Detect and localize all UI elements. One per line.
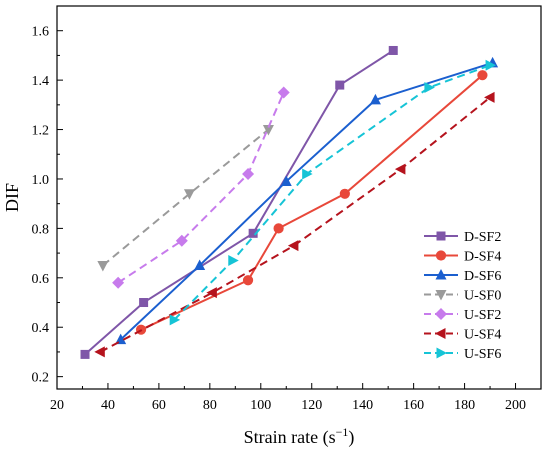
data-point-d-sf4	[339, 188, 350, 199]
data-point-d-sf2	[335, 80, 345, 90]
legend-item-d-sf2: D-SF2	[424, 230, 501, 245]
legend-item-u-sf6: U-SF6	[424, 347, 501, 362]
data-point-d-sf2	[139, 298, 149, 308]
series-line-d-sf2	[84, 49, 394, 356]
series-line-u-sf4	[99, 96, 491, 353]
x-axis-title-close: )	[348, 427, 354, 448]
x-tick-label: 60	[152, 398, 166, 413]
x-tick-label: 180	[454, 398, 475, 413]
data-point-d-sf2	[80, 349, 90, 359]
data-point-d-sf6	[280, 175, 292, 186]
data-point-u-sf0	[262, 125, 274, 136]
series-u-sf0	[97, 125, 274, 272]
legend-item-u-sf4: U-SF4	[424, 328, 501, 343]
series-group	[80, 45, 499, 359]
y-axis-title: DIF	[2, 183, 22, 212]
legend-label: U-SF2	[464, 308, 501, 323]
series-u-sf4	[94, 91, 495, 358]
series-line-d-sf4	[140, 74, 484, 331]
legend-swatch-marker	[436, 347, 447, 359]
legend-label: U-SF0	[464, 289, 501, 304]
series-u-sf2	[112, 86, 290, 289]
legend-item-d-sf6: D-SF6	[424, 269, 501, 284]
data-point-d-sf4	[477, 70, 488, 81]
legend-label: U-SF6	[464, 347, 501, 362]
data-point-d-sf4	[273, 223, 284, 234]
legend-item-d-sf4: D-SF4	[424, 250, 501, 265]
data-point-u-sf6	[169, 314, 181, 326]
y-tick-label: 1.0	[32, 173, 50, 188]
data-point-u-sf6	[424, 82, 435, 94]
y-tick-label: 0.2	[32, 371, 50, 386]
data-point-u-sf6	[485, 59, 497, 71]
data-point-d-sf6	[369, 93, 381, 105]
legend-label: U-SF4	[464, 328, 501, 343]
data-point-u-sf4	[94, 346, 105, 358]
legend-swatch-marker	[435, 250, 447, 261]
data-point-u-sf6	[302, 168, 313, 180]
legend-swatch-marker	[436, 231, 446, 241]
series-line-u-sf0	[102, 128, 270, 267]
x-tick-label: 40	[101, 398, 115, 413]
legend: D-SF2 D-SF4 D-SF6 U-SF0 U-SF2 U-SF4 U-SF6	[424, 230, 501, 362]
series-d-sf4	[135, 70, 488, 335]
plot-frame	[56, 5, 542, 390]
series-line-u-sf6	[173, 64, 491, 321]
x-tick-label: 200	[505, 398, 526, 413]
x-tick-label: 20	[50, 398, 64, 413]
legend-label: D-SF2	[464, 230, 501, 245]
x-axis-title-sup: −1	[336, 425, 349, 439]
data-point-u-sf4	[287, 240, 299, 252]
x-tick-label: 140	[352, 398, 373, 413]
y-tick-label: 1.4	[32, 74, 50, 89]
x-axis-title-main: Strain rate (s	[244, 427, 336, 448]
x-axis-title: Strain rate (s−1)	[244, 425, 355, 448]
data-point-d-sf2	[248, 228, 258, 238]
data-point-u-sf2	[175, 234, 188, 247]
data-point-u-sf2	[242, 168, 255, 181]
legend-label: D-SF4	[464, 250, 501, 265]
data-point-u-sf2	[277, 86, 290, 99]
legend-swatch-marker	[435, 328, 446, 339]
y-tick-label: 0.6	[32, 272, 50, 287]
data-point-d-sf4	[242, 275, 254, 286]
data-point-u-sf0	[97, 260, 109, 272]
data-point-u-sf4	[394, 163, 406, 175]
data-point-u-sf0	[183, 189, 195, 200]
data-point-u-sf4	[484, 91, 495, 103]
legend-item-u-sf0: U-SF0	[424, 289, 501, 304]
y-tick-label: 1.6	[32, 25, 50, 40]
data-point-d-sf2	[388, 45, 398, 55]
legend-swatch-marker	[435, 308, 447, 320]
x-tick-label: 160	[403, 398, 424, 413]
data-point-u-sf2	[112, 276, 125, 289]
data-point-u-sf4	[206, 287, 217, 299]
x-tick-label: 80	[203, 398, 217, 413]
legend-item-u-sf2: U-SF2	[424, 308, 501, 323]
series-line-u-sf2	[117, 92, 285, 284]
data-point-d-sf6	[194, 259, 206, 270]
data-point-d-sf6	[115, 333, 127, 345]
legend-label: D-SF6	[464, 269, 501, 284]
data-point-u-sf6	[228, 255, 239, 267]
y-tick-label: 1.2	[32, 124, 50, 139]
legend-swatch-marker	[435, 269, 447, 280]
series-d-sf2	[80, 45, 398, 359]
legend-swatch-marker	[435, 290, 447, 301]
series-u-sf6	[169, 59, 497, 326]
y-tick-label: 0.8	[32, 222, 50, 237]
x-tick-label: 120	[301, 398, 322, 413]
axis-ticks: 20 40 60 80 100 120 140 160 180 200 0.2 0.4 0.6 0.8 1.…	[32, 25, 527, 413]
series-line-d-sf6	[119, 61, 493, 341]
series-d-sf6	[115, 56, 499, 345]
y-tick-label: 0.4	[32, 321, 50, 336]
x-tick-label: 100	[250, 398, 271, 413]
